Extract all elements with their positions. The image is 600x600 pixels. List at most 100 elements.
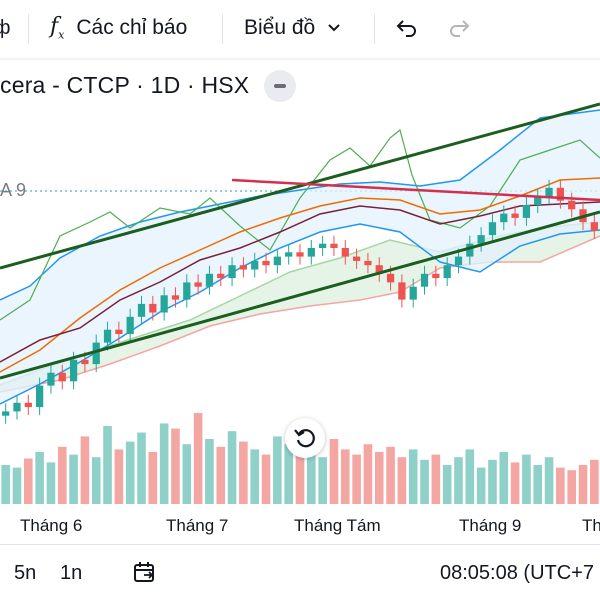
symbol-title[interactable]: cera - CTCP · 1D · HSX [0,72,250,98]
price-chart[interactable] [0,100,600,510]
volume-bar [284,444,293,504]
volume-bar [182,444,192,504]
reset-chart-button[interactable] [285,418,325,458]
volume-bar [12,467,22,504]
volume-bar [476,467,486,504]
volume-bar [46,462,56,504]
volume-bar [216,446,226,504]
volume-bar [533,465,543,504]
volume-bar [329,439,339,504]
volume-bar [488,459,497,504]
candle [285,252,293,257]
candle [239,265,248,270]
ichimoku-base-line [0,201,600,363]
candle [307,248,315,257]
volume-bar [250,449,260,504]
candle [296,252,304,257]
candle [47,372,55,386]
volume-bar [57,446,67,504]
candle [103,329,112,343]
toolbar-border [0,58,600,60]
candle [251,260,259,270]
collapse-legend-button[interactable] [264,70,296,102]
candle [2,411,10,416]
volume-bar [80,436,90,504]
indicator-label: A 9 [0,180,27,200]
resistance-line[interactable] [231,178,600,202]
candle [443,265,451,279]
volume-bar [431,454,441,504]
x-tick-label: Th [582,516,600,535]
chart-type-button[interactable]: Biểu đồ [244,10,341,46]
indicators-button[interactable]: fx Các chỉ báo [50,10,187,46]
redo-button[interactable] [448,10,472,46]
candle [194,282,202,287]
indicators-label: Các chỉ báo [76,16,188,39]
cut-off-toolbar-button[interactable]: ф [0,10,10,46]
volume-bar [397,457,407,504]
candle [58,372,66,382]
undo-button[interactable] [394,10,418,46]
undo-icon [396,20,416,37]
calendar-icon [134,562,154,582]
candle [126,316,134,334]
volume-bar [408,449,418,504]
candle [262,260,270,266]
volume-bar [227,431,237,504]
volume-bar [273,436,282,504]
volume-bars [1,413,599,504]
volume-bar [205,439,214,504]
volume-bar [374,452,384,504]
moving-average-orange [0,177,600,373]
reset-icon [294,429,315,448]
candle [205,273,214,287]
time-axis[interactable]: Tháng 6 Tháng 7 Tháng Tám Tháng 9 Th [0,510,600,540]
bollinger-band-fill [0,110,600,404]
volume-bar [125,441,135,504]
candle [420,273,429,287]
volume-bar [148,452,158,504]
range-1n-button[interactable]: 1n [60,562,83,584]
volume-bar [590,459,599,504]
candle [477,235,485,244]
candle [228,265,236,279]
date-range-button[interactable] [132,560,158,590]
trend-channel-upper[interactable] [0,102,600,270]
volume-bar [261,454,271,504]
candle [556,187,564,201]
top-toolbar: ф fx Các chỉ báo Biểu đồ [0,0,600,56]
chart-type-label: Biểu đồ [244,16,316,39]
volume-bar [1,465,10,504]
candles-group [2,179,598,424]
volume-bar [295,452,305,504]
candle [386,273,395,283]
candle [466,243,474,257]
clock-timezone[interactable]: 08:05:08 (UTC+7 [440,562,594,584]
candle [217,273,225,279]
chevron-down-icon [328,24,340,32]
volume-bar [24,458,33,504]
candle [534,196,542,205]
candle [69,359,78,382]
volume-bar [499,452,509,504]
candle [511,213,519,218]
candle [149,303,157,313]
volume-bar [307,446,316,504]
volume-bar [567,470,576,504]
volume-bar [556,467,565,504]
candle [183,282,191,300]
volume-bar [103,426,112,504]
candle [137,303,146,317]
candle [92,342,100,365]
range-5n-button[interactable]: 5n [14,562,37,584]
candle [488,222,497,236]
bottom-toolbar: 5n 1n 08:05:08 (UTC+7 [0,552,600,596]
volume-bar [510,462,520,504]
cut-off-glyph: ф [0,16,11,39]
candle [409,286,417,300]
function-icon: fx [50,14,65,42]
trend-channel-lower[interactable] [0,210,600,380]
volume-bar [159,423,169,504]
candle [454,256,463,266]
candle [341,248,349,257]
